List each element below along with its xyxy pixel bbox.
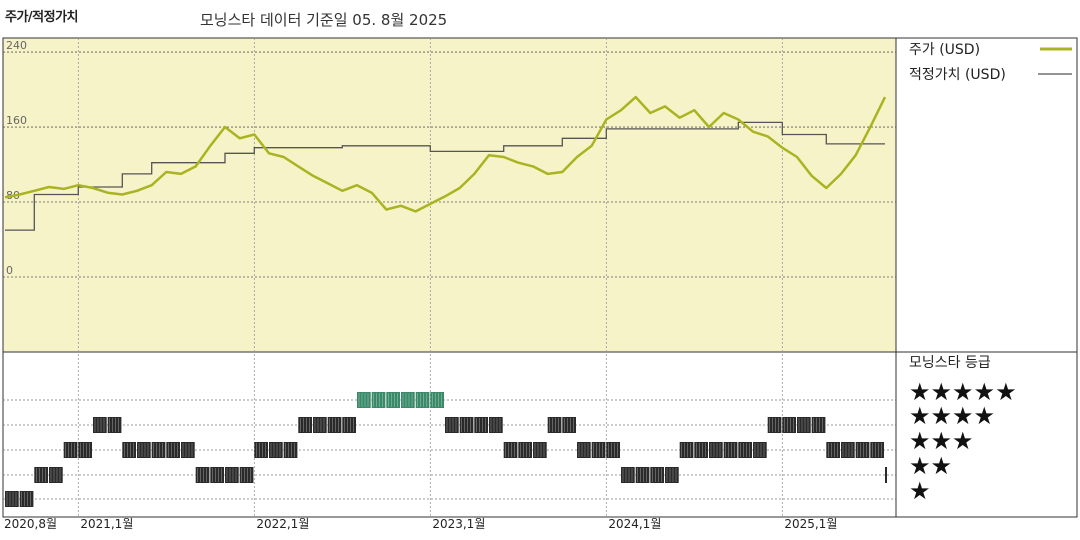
x-tick-label-5: 2025,1월 — [784, 517, 837, 531]
data-date-subtitle: 모닝스타 데이터 기준일 05. 8월 2025 — [200, 11, 448, 29]
rating-bar-2020-12 — [63, 442, 78, 458]
rating-bar-2022-02 — [269, 442, 283, 458]
rating-bar-2023-02 — [445, 417, 459, 433]
rating-bar-2024-06 — [679, 442, 694, 458]
rating-bar-2023-04 — [474, 417, 488, 433]
rating-bar-2024-01 — [606, 442, 620, 458]
rating-bar-2024-04 — [650, 467, 664, 483]
rating-bar-2022-04 — [298, 417, 312, 433]
x-tick-label-4: 2024,1월 — [608, 517, 661, 531]
rating-bar-2021-08 — [181, 442, 195, 458]
rating-bar-2023-11 — [577, 442, 591, 458]
rating-bar-2022-06 — [327, 417, 342, 433]
rating-bar-2024-07 — [694, 442, 708, 458]
legend-price-label: 주가 (USD) — [909, 42, 980, 58]
rating-bar-2025-06 — [855, 442, 870, 458]
rating-bars — [5, 392, 887, 507]
rating-bar-2024-08 — [709, 442, 723, 458]
rating-bar-2025-04 — [826, 442, 840, 458]
rating-bar-2020-11 — [49, 467, 63, 483]
rating-bar-2024-09 — [723, 442, 738, 458]
rating-1-star: ★ — [909, 477, 931, 505]
rating-bar-2021-05 — [137, 442, 151, 458]
x-tick-label-3: 2023,1월 — [432, 517, 485, 531]
rating-bar-2020-10 — [34, 467, 48, 483]
rating-bar-2021-04 — [122, 442, 136, 458]
rating-bar-2024-02 — [621, 467, 635, 483]
rating-bar-2023-09 — [547, 417, 562, 433]
y-tick-label-160: 160 — [6, 114, 27, 127]
rating-bar-2022-08 — [357, 392, 371, 408]
rating-bar-2024-11 — [753, 442, 767, 458]
rating-bar-2025-01 — [782, 417, 796, 433]
rating-bar-2023-06 — [503, 442, 518, 458]
x-axis-ticks: 2020,8월 2021,1월 2022,1월 2023,1월 2024,1월 2025,… — [4, 517, 837, 531]
rating-bar-2023-12 — [591, 442, 606, 458]
x-tick-label-2: 2022,1월 — [256, 517, 309, 531]
legend-fair-value-label: 적정가치 (USD) — [909, 67, 1006, 83]
rating-bar-2021-02 — [93, 417, 107, 433]
rating-bar-2022-03 — [283, 442, 298, 458]
rating-bar-2023-10 — [562, 417, 576, 433]
rating-bar-2021-09 — [195, 467, 210, 483]
rating-bar-2023-01 — [430, 392, 444, 408]
rating-bar-2021-06 — [151, 442, 166, 458]
rating-title: 모닝스타 등급 — [909, 355, 991, 371]
rating-5-stars: ★★★★★ — [909, 378, 1017, 406]
rating-bar-2024-05 — [665, 467, 679, 483]
rating-bar-2020-09 — [19, 491, 34, 507]
chart-frame — [2, 37, 1078, 518]
rating-bar-2024-03 — [635, 467, 650, 483]
rating-bar-2021-12 — [239, 467, 254, 483]
rating-bar-2022-07 — [342, 417, 356, 433]
y-tick-label-0: 0 — [6, 264, 13, 277]
rating-bar-2025-05 — [841, 442, 855, 458]
rating-bar-2022-10 — [386, 392, 400, 408]
rating-bar-2025-02 — [797, 417, 811, 433]
rating-bar-2021-03 — [107, 417, 122, 433]
rating-bar-2025-08 — [885, 467, 887, 483]
rating-2-stars: ★★ — [909, 452, 952, 480]
rating-bar-2021-07 — [166, 442, 180, 458]
rating-bar-2025-03 — [811, 417, 826, 433]
rating-bar-2022-01 — [254, 442, 268, 458]
rating-bar-2023-03 — [459, 417, 474, 433]
price-line — [4, 95, 887, 213]
y-tick-label-240: 240 — [6, 39, 27, 52]
rating-bar-2021-11 — [225, 467, 239, 483]
chart-title: 주가/적정가치 — [5, 10, 79, 25]
x-tick-label-1: 2021,1월 — [80, 517, 133, 531]
rating-bar-2023-08 — [533, 442, 547, 458]
rating-bar-2024-12 — [767, 417, 782, 433]
rating-bar-2025-07 — [870, 442, 884, 458]
x-tick-label-0: 2020,8월 — [4, 517, 57, 531]
fair-value-line — [5, 121, 885, 231]
rating-bar-2022-05 — [313, 417, 327, 433]
rating-3-stars: ★★★ — [909, 427, 974, 455]
rating-bar-2022-12 — [415, 392, 430, 408]
rating-bar-2023-07 — [518, 442, 532, 458]
rating-bar-2020-08 — [5, 491, 19, 507]
rating-4-stars: ★★★★ — [909, 402, 995, 430]
rating-bar-2024-10 — [738, 442, 752, 458]
rating-bar-2021-10 — [210, 467, 224, 483]
rating-bar-2022-09 — [371, 392, 386, 408]
rating-bar-2021-01 — [78, 442, 92, 458]
rating-bar-2023-05 — [489, 417, 503, 433]
rating-bar-2022-11 — [401, 392, 415, 408]
